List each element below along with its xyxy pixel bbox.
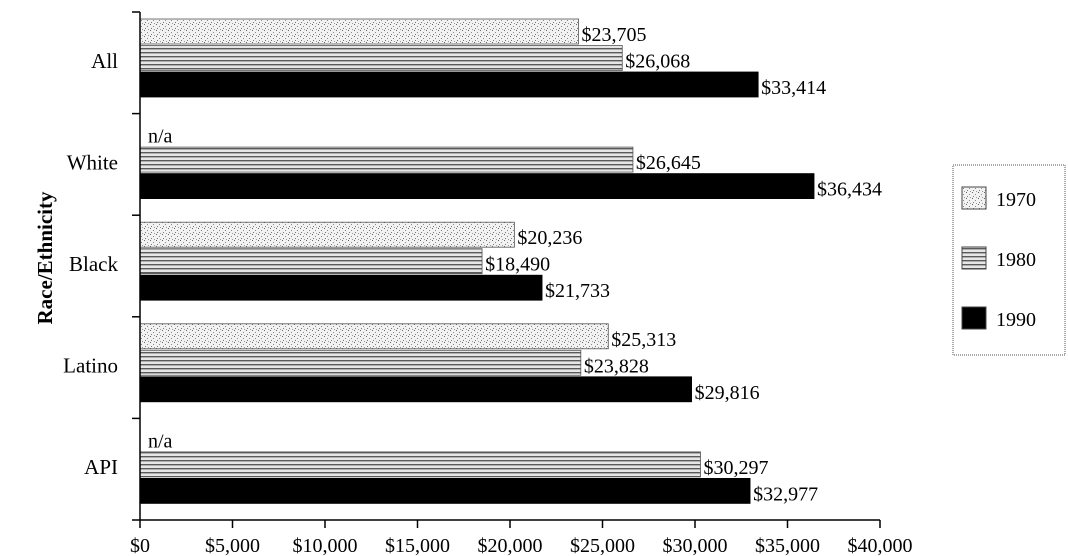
data-label-white-1980: $26,645 — [636, 152, 701, 174]
bar-all-1990 — [139, 71, 759, 98]
x-tick-label: $25,000 — [570, 535, 635, 556]
bar-white-1980 — [139, 146, 634, 173]
data-labels-layer: $23,705 $26,068 $33,414 n/a $26,645 $36,434 $2… — [148, 24, 882, 505]
legend-label-1990: 1990 — [996, 309, 1036, 331]
bar-black-1970 — [139, 221, 515, 248]
data-label-all-1990: $33,414 — [761, 77, 826, 99]
bar-all-1980 — [139, 45, 623, 71]
bar-latino-1990 — [139, 376, 692, 403]
data-label-all-1970: $23,705 — [582, 24, 647, 46]
axes-layer: All White Black Latino API $0 $5,000 $10,000 $15… — [63, 11, 913, 556]
data-label-latino-1980: $23,828 — [584, 355, 649, 377]
category-label-all: All — [91, 49, 118, 73]
bar-black-1980 — [139, 248, 483, 275]
x-tick-label: $20,000 — [478, 535, 543, 556]
x-tick-label: $10,000 — [293, 535, 358, 556]
data-label-white-1970: n/a — [148, 126, 173, 148]
legend-label-1980: 1980 — [996, 249, 1036, 271]
data-label-api-1980: $30,297 — [703, 457, 768, 479]
data-label-latino-1990: $29,816 — [695, 382, 760, 404]
x-tick-label: $5,000 — [205, 535, 260, 556]
bar-white-1990 — [139, 173, 815, 200]
data-label-all-1980: $26,068 — [625, 51, 690, 73]
x-tick-label: $30,000 — [663, 535, 728, 556]
data-label-black-1980: $18,490 — [485, 254, 550, 276]
bars-layer — [139, 18, 815, 504]
data-label-white-1990: $36,434 — [817, 179, 882, 201]
bar-api-1990 — [139, 477, 751, 504]
legend-swatch-1970 — [961, 186, 987, 210]
bar-black-1990 — [139, 274, 543, 301]
legend: 1970 1980 1990 — [952, 164, 1066, 356]
data-label-black-1970: $20,236 — [517, 227, 582, 249]
x-tick-label: $0 — [130, 535, 150, 556]
data-label-api-1990: $32,977 — [753, 483, 818, 505]
category-label-black: Black — [69, 252, 118, 276]
x-tick-label: $40,000 — [848, 535, 913, 556]
category-label-latino: Latino — [63, 354, 118, 378]
x-tick-label: $35,000 — [755, 535, 820, 556]
data-label-api-1970: n/a — [148, 430, 173, 452]
bar-api-1980 — [139, 451, 701, 478]
y-axis-title: Race/Ethnicity — [33, 191, 57, 324]
data-label-latino-1970: $25,313 — [611, 329, 676, 351]
legend-label-1970: 1970 — [996, 189, 1036, 211]
bar-latino-1970 — [139, 323, 609, 350]
data-label-black-1990: $21,733 — [545, 280, 610, 302]
legend-swatch-1990 — [961, 306, 987, 330]
bar-latino-1980 — [139, 349, 582, 376]
bar-all-1970 — [139, 18, 579, 45]
x-tick-label: $15,000 — [385, 535, 450, 556]
category-label-api: API — [84, 455, 118, 479]
category-label-white: White — [67, 150, 118, 174]
legend-swatch-1980 — [961, 246, 987, 270]
